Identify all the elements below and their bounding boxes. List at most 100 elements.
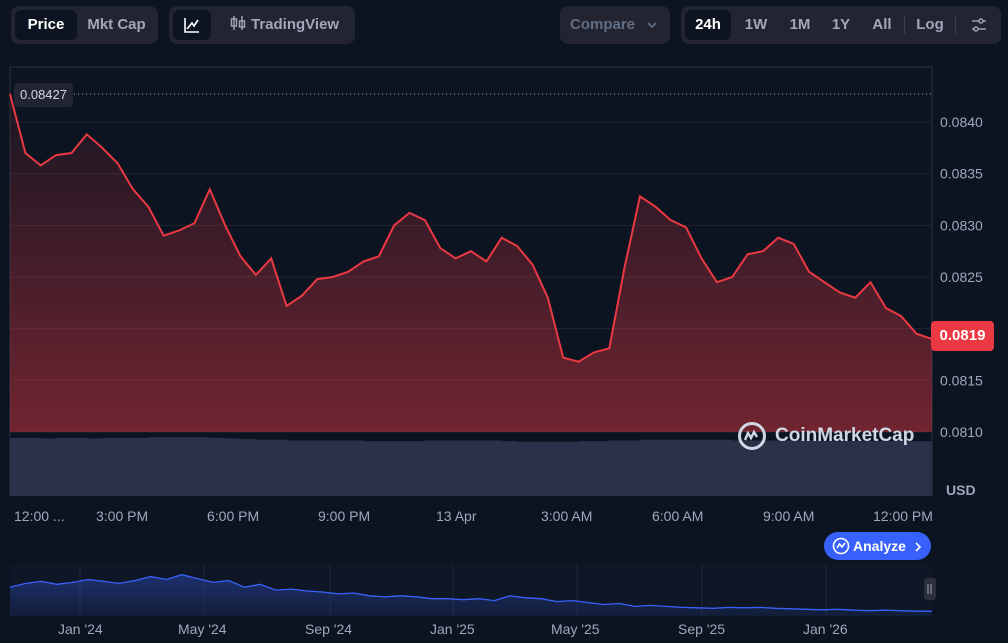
volume-bar — [301, 440, 318, 496]
volume-bar — [901, 441, 917, 496]
price-chart[interactable]: 0.08400.08350.08300.08250.08200.08150.08… — [0, 0, 1008, 530]
line-chart-button[interactable] — [173, 10, 211, 40]
coinmarketcap-watermark: CoinMarketCap — [737, 421, 914, 451]
coinmarketcap-logo-icon — [738, 422, 766, 450]
y-tick-label: 0.0840 — [940, 114, 983, 130]
volume-bar — [793, 440, 810, 496]
price-series-line — [9, 93, 933, 363]
volume-bar — [132, 437, 149, 496]
volume-bar — [163, 437, 180, 496]
volume-bar — [609, 440, 625, 496]
volume-bar — [102, 437, 118, 496]
volume-bar — [670, 439, 687, 496]
compare-label: Compare — [570, 16, 636, 33]
volume-bar — [148, 437, 164, 496]
range-24h[interactable]: 24h — [685, 10, 731, 40]
x-tick-label: 12:00 PM — [873, 508, 933, 524]
volume-bar — [86, 438, 103, 496]
volume-bar — [363, 441, 380, 496]
compare-dropdown[interactable]: Compare — [560, 6, 670, 44]
price-area-fill — [10, 94, 932, 432]
tradingview-label: TradingView — [251, 16, 340, 33]
volume-bar — [332, 440, 349, 496]
volume-bar — [870, 441, 887, 496]
volume-bar — [225, 438, 241, 496]
x-tick-label: 3:00 AM — [541, 508, 593, 524]
x-tick-label: 13 Apr — [436, 508, 477, 524]
volume-bar — [624, 440, 641, 496]
volume-bar — [424, 440, 441, 496]
volume-bar — [56, 437, 72, 496]
x-tick-label: 12:00 ... — [14, 508, 65, 524]
volume-bar — [517, 441, 533, 496]
volume-bar — [10, 437, 26, 496]
volume-bar — [824, 441, 841, 496]
navigator-label: May '24 — [178, 621, 227, 637]
volume-bar — [855, 441, 871, 496]
analyze-label: Analyze — [853, 538, 906, 554]
price-tab[interactable]: Price — [15, 10, 77, 40]
volume-bar — [317, 440, 333, 496]
chart-style-toggle: TradingView — [169, 6, 355, 44]
volume-bar — [532, 441, 549, 496]
volume-bar — [762, 440, 779, 496]
volume-bar — [71, 437, 88, 496]
range-navigator[interactable] — [0, 560, 1008, 620]
price-type-toggle: Price Mkt Cap — [11, 6, 158, 44]
volume-bar — [701, 439, 718, 496]
navigator-line — [9, 574, 932, 612]
volume-bar — [686, 439, 702, 496]
currency-label: USD — [946, 482, 976, 498]
volume-bar — [409, 441, 426, 496]
mkt-cap-tab[interactable]: Mkt Cap — [87, 16, 146, 33]
range-toggle: 24h 1W 1M 1Y All Log — [681, 6, 1001, 44]
x-tick-label: 6:00 PM — [207, 508, 260, 524]
navigator-label: Jan '24 — [58, 621, 103, 637]
navigator-area — [10, 574, 932, 616]
volume-bar — [640, 439, 656, 496]
max-price-tag: 0.08427 — [14, 83, 73, 107]
navigator-label: Jan '26 — [803, 621, 848, 637]
x-tick-label: 9:00 AM — [763, 508, 815, 524]
settings-button[interactable] — [963, 10, 995, 40]
x-tick-label: 3:00 PM — [96, 508, 149, 524]
y-tick-label: 0.0825 — [940, 269, 983, 285]
volume-bar — [179, 437, 195, 496]
volume-bar — [286, 440, 303, 496]
volume-bar — [378, 441, 395, 496]
y-tick-label: 0.0830 — [940, 217, 983, 233]
log-button[interactable]: Log — [916, 16, 944, 33]
navigator-handle[interactable] — [924, 578, 936, 600]
analyze-button[interactable]: Analyze — [824, 532, 931, 560]
volume-bar — [839, 441, 856, 496]
volume-bar — [655, 439, 672, 496]
volume-bar — [593, 441, 610, 496]
y-tick-label: 0.0835 — [940, 166, 983, 182]
navigator-label: May '25 — [551, 621, 600, 637]
volume-bar — [885, 441, 902, 496]
sliders-icon — [972, 18, 986, 32]
range-1y[interactable]: 1Y — [831, 16, 851, 33]
volume-bar — [25, 437, 42, 496]
volume-bar — [916, 441, 933, 496]
volume-bar — [486, 440, 503, 496]
range-1w[interactable]: 1W — [744, 16, 768, 33]
chevron-right-icon — [915, 542, 921, 552]
volume-bar — [255, 439, 272, 496]
navigator-label: Sep '25 — [678, 621, 726, 637]
volume-bar — [117, 437, 134, 496]
volume-bar — [732, 440, 748, 496]
y-tick-label: 0.0815 — [940, 372, 983, 388]
range-all[interactable]: All — [872, 16, 892, 33]
volume-bar — [809, 440, 825, 496]
watermark-text: CoinMarketCap — [775, 425, 915, 446]
volume-bar — [194, 437, 211, 496]
range-1m[interactable]: 1M — [789, 16, 811, 33]
line-chart-icon — [184, 18, 199, 33]
tradingview-button[interactable]: TradingView — [219, 10, 349, 40]
volume-bar — [271, 439, 287, 496]
volume-bar — [440, 440, 456, 496]
volume-bar — [240, 439, 257, 496]
volume-bar — [40, 438, 57, 496]
navigator-label: Jan '25 — [430, 621, 475, 637]
